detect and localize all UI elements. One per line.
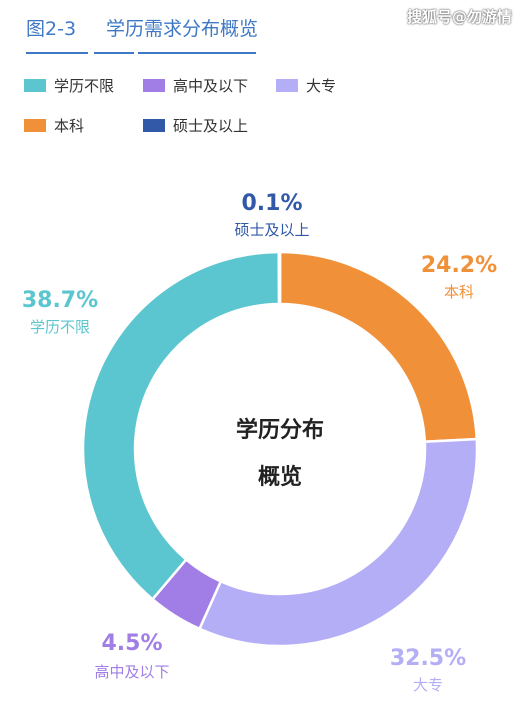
legend-label: 大专 (306, 76, 337, 95)
figure-number: 图2-3 (26, 18, 77, 40)
legend-label: 高中及以下 (173, 76, 249, 95)
legend-item-bachelor: 本科 (24, 115, 84, 135)
legend-item-high-school: 高中及以下 (143, 75, 248, 95)
value-label-bachelor: 24.2% (421, 253, 497, 278)
category-label-college: 大专 (413, 676, 443, 694)
legend-label: 学历不限 (54, 76, 115, 95)
title-underline-middle (94, 52, 134, 54)
center-label-line2: 概览 (258, 464, 302, 490)
center-label-line1: 学历分布 (236, 417, 324, 443)
legend-label: 硕士及以上 (173, 116, 249, 135)
slice-bachelor (278, 250, 479, 444)
legend-label: 本科 (54, 116, 85, 135)
slice-college (197, 437, 479, 648)
legend-swatch (143, 78, 165, 92)
title-underline-right (138, 52, 256, 54)
slice-no-requirement (81, 250, 281, 601)
value-label-no-requirement: 38.7% (22, 288, 98, 313)
slice-master-above (277, 250, 282, 306)
value-label-high-school: 4.5% (101, 631, 162, 656)
legend-swatch (24, 118, 46, 132)
category-label-bachelor: 本科 (444, 283, 474, 301)
category-label-master-above: 硕士及以上 (234, 221, 309, 239)
category-label-high-school: 高中及以下 (94, 663, 169, 681)
legend-item-college: 大专 (276, 75, 336, 95)
legend-item-master-above: 硕士及以上 (143, 115, 248, 135)
watermark: 搜狐号@勿游情 (406, 8, 512, 26)
value-label-college: 32.5% (390, 646, 466, 671)
value-label-master-above: 0.1% (241, 191, 302, 216)
legend-swatch (143, 118, 165, 132)
legend-item-no-requirement: 学历不限 (24, 75, 114, 95)
legend-swatch (24, 78, 46, 92)
chart-title: 学历需求分布概览 (106, 18, 259, 40)
category-label-no-requirement: 学历不限 (30, 318, 90, 336)
title-underline-left (26, 52, 88, 54)
legend-swatch (276, 78, 298, 92)
